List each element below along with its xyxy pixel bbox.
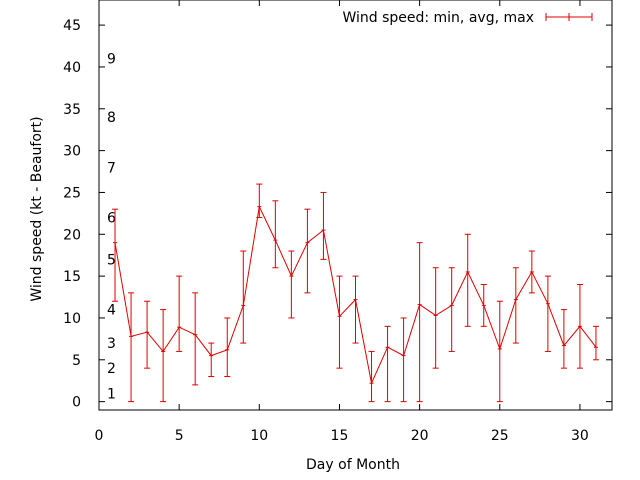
y-axis-label: Wind speed (kt - Beaufort) [29,116,45,301]
x-tick-label: 10 [250,428,268,444]
beaufort-label: 7 [107,160,116,176]
legend: Wind speed: min, avg, max [342,10,593,26]
beaufort-label: 3 [107,336,116,352]
y-tick-label: 5 [72,353,81,369]
y-tick-label: 20 [63,227,81,243]
y-tick-label: 25 [63,185,81,201]
x-tick-label: 5 [175,428,184,444]
y-tick-label: 10 [63,311,81,327]
beaufort-label: 1 [107,386,116,402]
y-tick-label: 15 [63,269,81,285]
beaufort-label: 9 [107,52,116,68]
plot-frame [98,0,613,411]
x-tick-label: 15 [331,428,349,444]
y-tick-label: 0 [72,395,81,411]
x-tick-label: 0 [95,428,104,444]
x-tick-label: 30 [571,428,589,444]
beaufort-label: 6 [107,211,116,227]
y-tick-label: 45 [63,18,81,34]
x-axis-label: Day of Month [306,457,400,473]
y-tick-label: 40 [63,60,81,76]
beaufort-label: 8 [107,110,116,126]
series-layer [112,183,599,403]
legend-label: Wind speed: min, avg, max [342,10,534,26]
beaufort-label: 2 [107,361,116,377]
x-tick-label: 25 [491,428,509,444]
y-tick-label: 35 [63,102,81,118]
beaufort-scale: 1 2 3 4 5 6 7 8 9 [107,52,116,403]
beaufort-label: 4 [107,303,116,319]
beaufort-label: 5 [107,252,116,268]
x-tick-label: 20 [411,428,429,444]
x-axis: 0 5 10 15 20 25 30 [95,0,589,444]
y-tick-label: 30 [63,144,81,160]
plot-border [98,0,613,411]
